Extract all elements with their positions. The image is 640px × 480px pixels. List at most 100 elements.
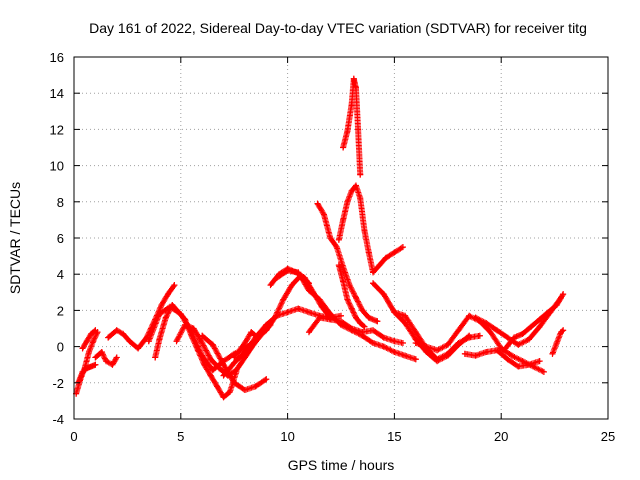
series-marks <box>340 75 364 178</box>
y-tick-label: 4 <box>57 267 64 282</box>
data-point <box>267 282 274 289</box>
data-point <box>402 312 409 319</box>
data-point <box>288 282 295 289</box>
data-point <box>340 144 347 151</box>
data-point <box>190 325 197 332</box>
data-point <box>199 352 206 359</box>
data-point <box>105 334 112 341</box>
data-point <box>88 363 95 370</box>
series-arc17 <box>340 75 364 178</box>
data-point <box>344 296 351 303</box>
data-point <box>423 343 430 350</box>
data-point <box>380 334 387 341</box>
data-point <box>361 227 368 234</box>
data-point <box>560 327 567 334</box>
data-point <box>370 269 377 276</box>
y-tick-label: -4 <box>52 412 64 427</box>
data-point <box>528 323 535 330</box>
data-point <box>553 339 560 346</box>
data-point <box>352 314 359 321</box>
data-point <box>515 341 522 348</box>
data-point <box>164 291 171 298</box>
data-point <box>280 296 287 303</box>
data-point <box>466 334 473 341</box>
data-point <box>252 383 259 390</box>
data-point <box>472 314 479 321</box>
data-point <box>305 329 312 336</box>
data-point <box>207 372 214 379</box>
data-point <box>525 336 532 343</box>
data-point <box>361 323 368 330</box>
data-point <box>444 350 451 357</box>
data-point <box>519 330 526 337</box>
data-point <box>444 341 451 348</box>
data-point <box>374 318 381 325</box>
data-point <box>511 334 518 341</box>
data-point <box>493 327 500 334</box>
data-point <box>284 267 291 274</box>
x-tick-label: 25 <box>601 429 615 444</box>
data-point <box>152 354 159 361</box>
series-arc19 <box>370 280 473 365</box>
data-point <box>376 262 383 269</box>
data-point <box>241 387 248 394</box>
data-point <box>545 309 552 316</box>
data-point <box>487 329 494 336</box>
data-point <box>461 350 468 357</box>
data-point <box>380 291 387 298</box>
data-point <box>382 254 389 261</box>
series-marks <box>370 280 473 365</box>
data-point <box>231 359 238 366</box>
data-point <box>391 249 398 256</box>
data-point <box>553 301 560 308</box>
data-point <box>412 329 419 336</box>
data-point <box>92 327 99 334</box>
data-point <box>391 349 398 356</box>
data-point <box>412 356 419 363</box>
data-point <box>273 274 280 281</box>
data-point <box>399 339 406 346</box>
data-point <box>295 269 302 276</box>
data-point <box>199 339 206 346</box>
series-arc10 <box>220 305 344 379</box>
data-point <box>199 332 206 339</box>
data-point <box>214 383 221 390</box>
series-arc9 <box>199 332 270 394</box>
data-point <box>536 323 543 330</box>
data-point <box>335 262 342 269</box>
data-point <box>305 309 312 316</box>
data-point <box>348 325 355 332</box>
data-point <box>355 126 362 133</box>
data-point <box>525 361 532 368</box>
data-point <box>171 282 178 289</box>
data-point <box>314 200 321 207</box>
data-point <box>113 327 120 334</box>
data-point <box>295 305 302 312</box>
data-point <box>434 347 441 354</box>
data-point <box>182 321 189 328</box>
data-point <box>320 211 327 218</box>
data-point <box>540 368 547 375</box>
data-point <box>348 305 355 312</box>
data-point <box>220 394 227 401</box>
data-point <box>327 311 334 318</box>
data-point <box>263 376 270 383</box>
data-point <box>220 361 227 368</box>
y-tick-label: 12 <box>50 122 64 137</box>
data-point <box>177 311 184 318</box>
data-point <box>248 329 255 336</box>
x-axis-title: GPS time / hours <box>288 457 395 473</box>
data-point <box>207 356 214 363</box>
data-point <box>357 171 364 178</box>
data-point <box>158 301 165 308</box>
y-tick-label: 16 <box>50 50 64 65</box>
data-point <box>352 294 359 301</box>
data-point <box>391 338 398 345</box>
x-tick-label: 20 <box>494 429 508 444</box>
data-point <box>126 338 133 345</box>
data-point <box>145 338 152 345</box>
series-arc24 <box>502 291 567 352</box>
data-point <box>370 280 377 287</box>
data-point <box>263 327 270 334</box>
data-point <box>391 309 398 316</box>
